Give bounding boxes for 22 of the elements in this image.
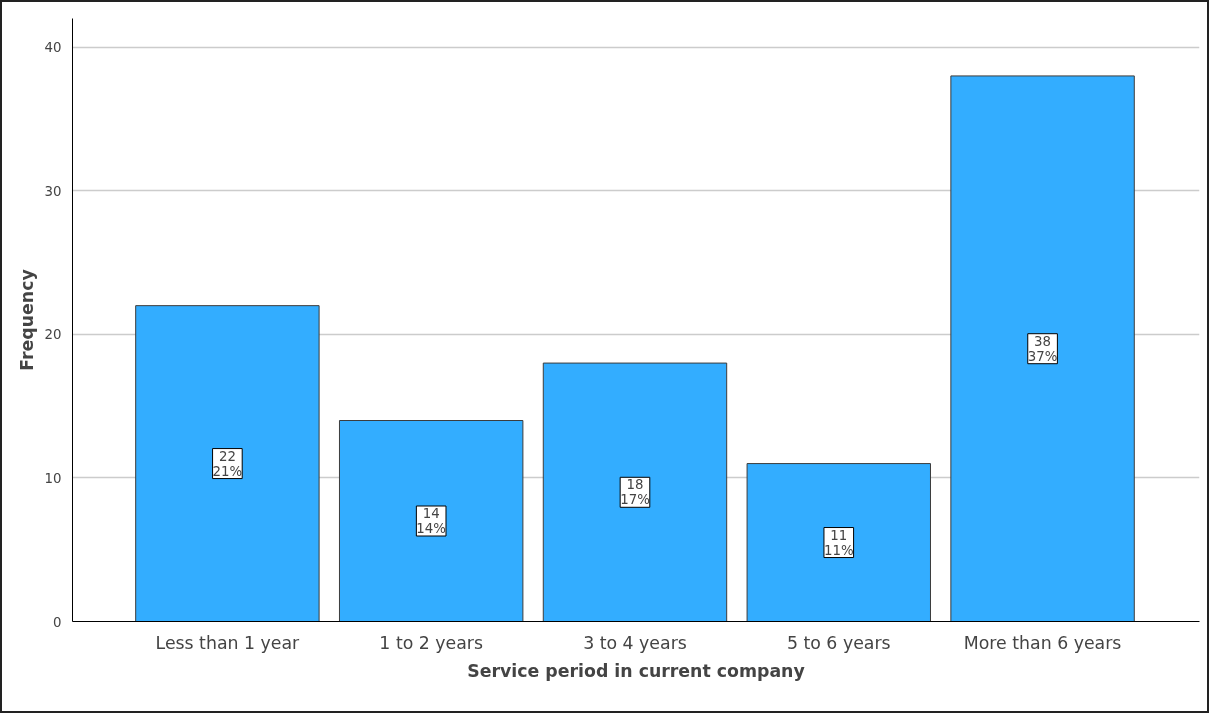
y-tick-label: 30 [44,183,62,199]
bar [746,463,931,622]
y-tick-label: 40 [44,40,62,56]
x-tick-label: 1 to 2 years [379,632,484,653]
bar [135,305,320,622]
data-label: 38 37% [1027,333,1058,364]
bar [950,75,1135,622]
x-tick-label: 5 to 6 years [786,632,891,653]
x-tick-label: More than 6 years [963,632,1122,653]
data-label: 14 14% [416,506,446,536]
x-axis-title: Service period in current company [467,660,805,681]
x-tick-label: 3 to 4 years [583,632,687,653]
data-label: 22 21% [212,448,243,479]
bar [542,362,728,622]
bar [338,420,524,622]
x-tick-label: Less than 1 year [155,632,301,653]
data-label: 11 11% [823,527,854,558]
y-axis-title: Frequency [16,269,37,371]
y-tick-label: 0 [53,614,62,630]
y-tick-label: 10 [44,470,62,486]
data-label: 18 17% [620,477,650,508]
y-tick-label: 20 [44,327,62,343]
